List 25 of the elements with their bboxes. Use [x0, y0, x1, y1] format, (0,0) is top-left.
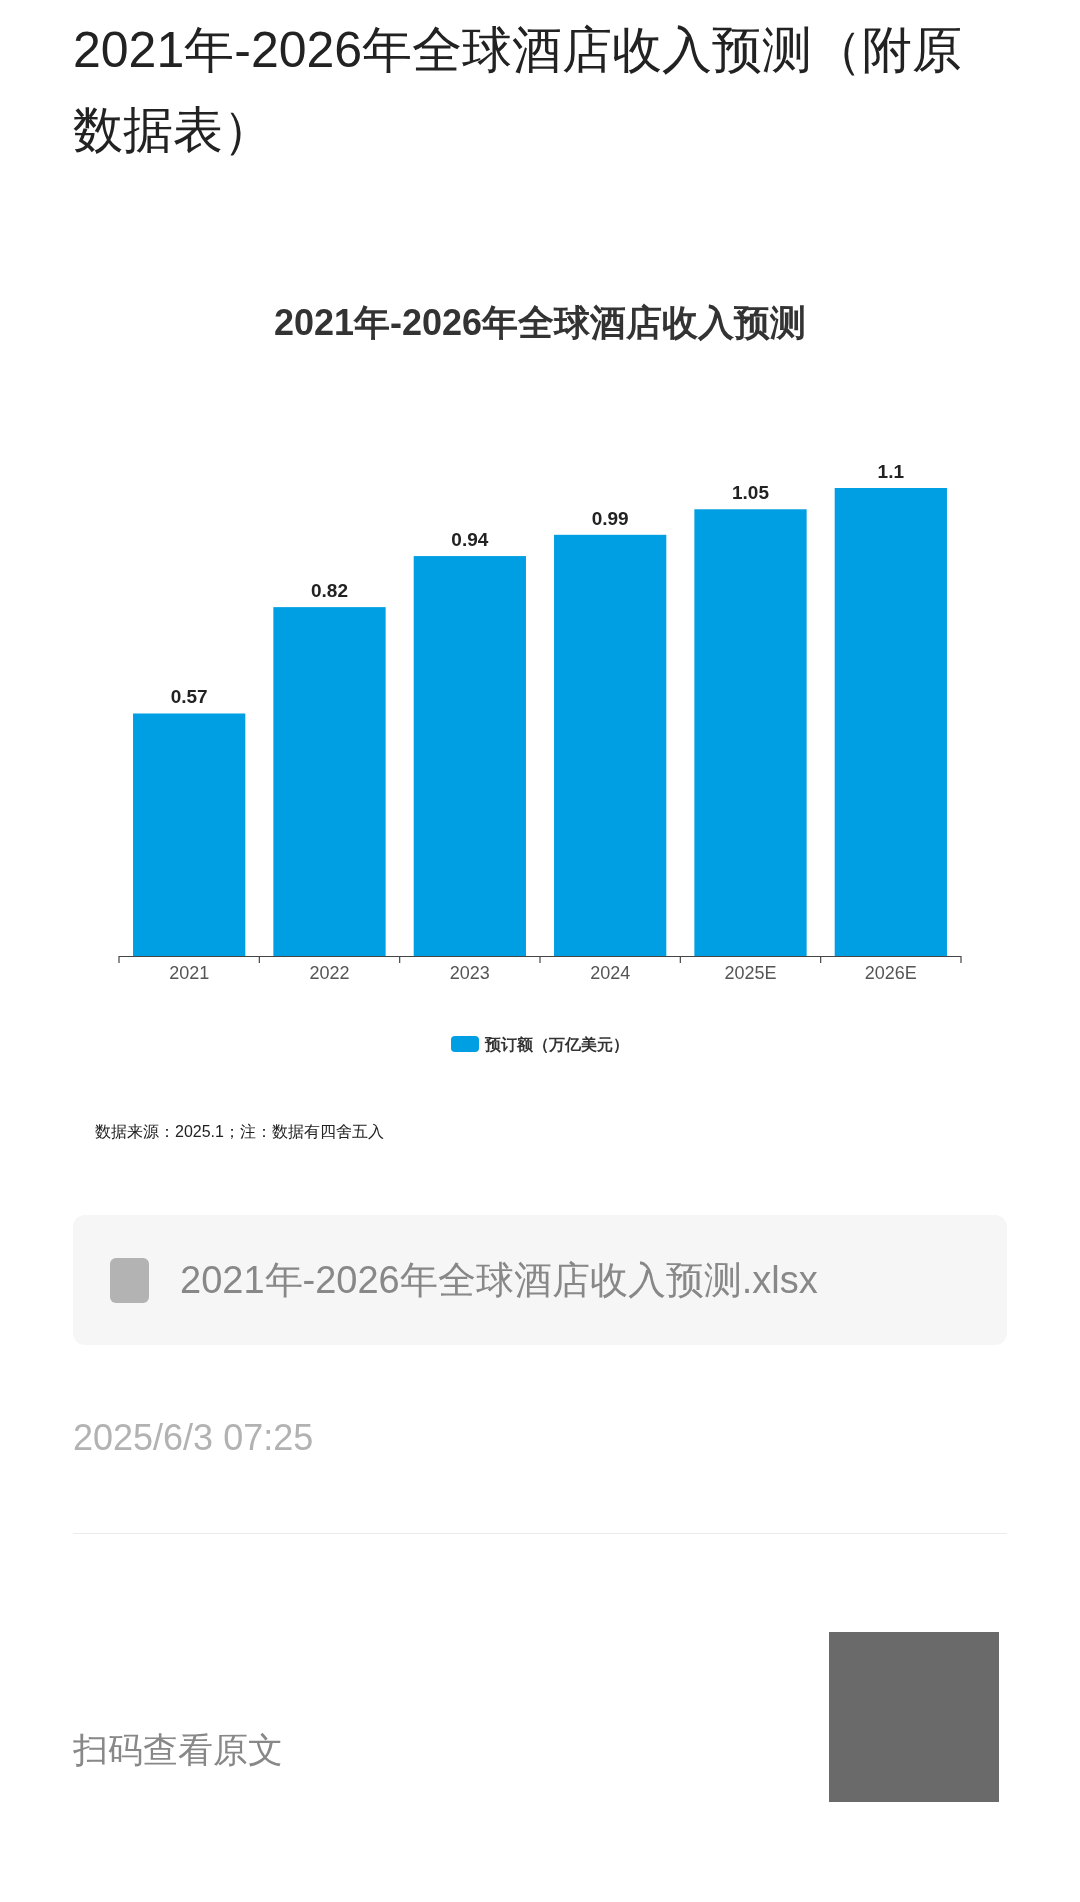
- text: 2025/6/3 07:25: [73, 1416, 314, 1460]
- bar: [554, 534, 667, 956]
- bar: [133, 713, 246, 956]
- legend-label: 预订额（万亿美元）: [484, 1035, 629, 1054]
- data-label: 0.82: [311, 580, 348, 602]
- bar: [413, 556, 526, 956]
- chart-subtitle: 2021年-2026年全球酒店收入预测: [273, 302, 807, 343]
- data-label: 1.1: [877, 461, 905, 482]
- text: 2021年-2026年全球酒店收入预测.xlsx: [180, 1258, 818, 1303]
- data-label: 0.99: [591, 507, 629, 529]
- x-tick-label: 2023: [449, 963, 490, 983]
- x-tick-label: 2024: [590, 963, 631, 983]
- text: 扫码查看原文: [73, 1729, 283, 1771]
- x-tick-label: 2026E: [864, 963, 917, 983]
- source-note: 数据来源：2025.1；注：数据有四舍五入: [95, 1122, 384, 1142]
- bar: [273, 607, 386, 956]
- data-label: 1.05: [732, 482, 770, 504]
- data-label: 0.57: [170, 686, 208, 708]
- x-tick-label: 2022: [309, 963, 350, 983]
- bar: [834, 488, 947, 956]
- x-tick-label: 2025E: [724, 963, 777, 983]
- bar: [694, 509, 807, 956]
- data-label: 0.94: [451, 529, 489, 551]
- chart-title: 2021年-2026年全球酒店收入预测（附原数据表）: [73, 21, 964, 160]
- x-tick-label: 2021: [169, 963, 210, 983]
